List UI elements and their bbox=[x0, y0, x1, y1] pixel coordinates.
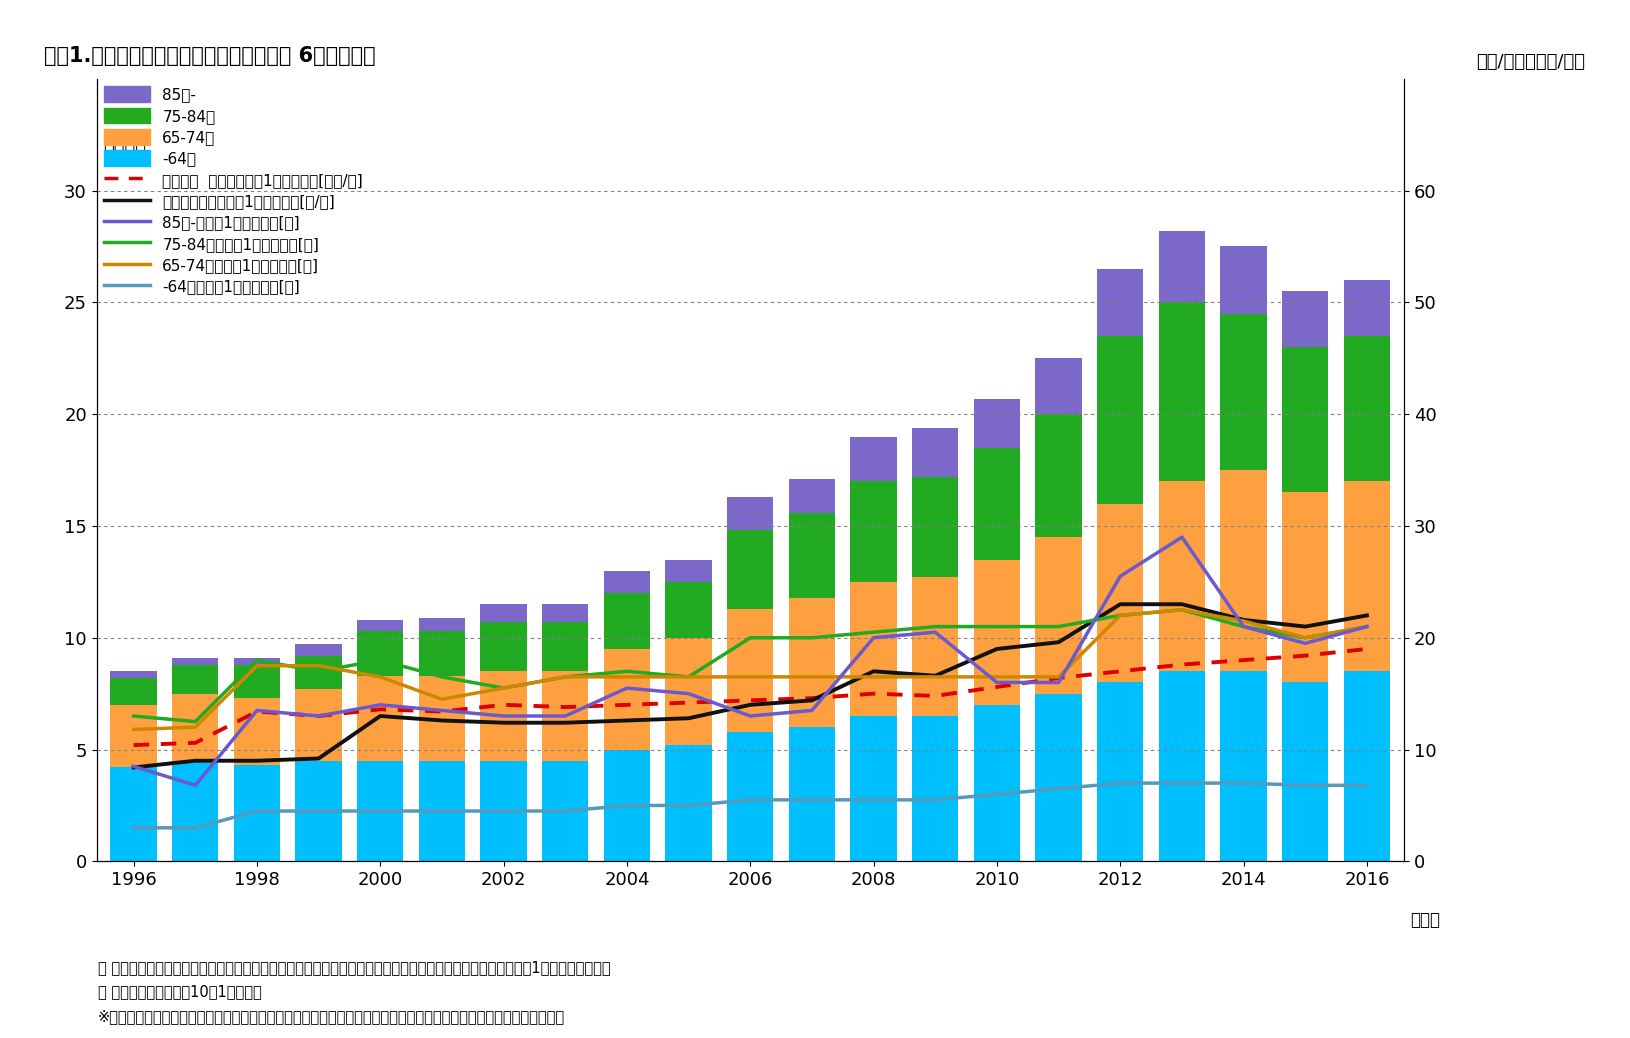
Bar bbox=[111, 767, 156, 862]
Bar bbox=[1221, 246, 1267, 313]
Bar bbox=[173, 761, 218, 862]
Bar bbox=[295, 656, 342, 689]
Bar bbox=[1097, 336, 1143, 503]
Legend: 85歳-, 75-84歳, 65-74歳, -64歳, 医療総計  全年齢（人口1人あたり）[百点/人], 麻酔　全年齢（人口1人あたり）[点/人], 85歳-: 85歳-, 75-84歳, 65-74歳, -64歳, 医療総計 全年齢（人口1… bbox=[104, 86, 363, 295]
Bar bbox=[111, 678, 156, 705]
Bar bbox=[1159, 482, 1205, 672]
Bar bbox=[1097, 682, 1143, 862]
Bar bbox=[913, 476, 958, 577]
Bar bbox=[1343, 336, 1390, 482]
Bar bbox=[481, 761, 526, 862]
Bar bbox=[727, 530, 773, 608]
Bar bbox=[913, 428, 958, 476]
Text: ※「社会医療診療行為別調査」「社会医療診療行為別統計」（厚生労働省）、人口推計（総務省）をもとに、筆者作成: ※「社会医療診療行為別調査」「社会医療診療行為別統計」（厚生労働省）、人口推計（… bbox=[98, 1009, 566, 1023]
Bar bbox=[1343, 672, 1390, 862]
Bar bbox=[543, 604, 588, 622]
Bar bbox=[1159, 230, 1205, 302]
Bar bbox=[419, 631, 465, 676]
Bar bbox=[295, 761, 342, 862]
Bar bbox=[1221, 470, 1267, 672]
Bar bbox=[851, 437, 896, 482]
Bar bbox=[851, 582, 896, 716]
Bar bbox=[1283, 347, 1328, 492]
Bar bbox=[1035, 693, 1082, 862]
Bar bbox=[603, 649, 650, 749]
Bar bbox=[789, 479, 835, 513]
Bar bbox=[789, 598, 835, 728]
Bar bbox=[789, 513, 835, 598]
Bar bbox=[1035, 358, 1082, 414]
Bar bbox=[543, 761, 588, 862]
Bar bbox=[233, 664, 280, 699]
Bar bbox=[173, 693, 218, 761]
Bar bbox=[233, 658, 280, 664]
Bar bbox=[603, 571, 650, 593]
Bar bbox=[789, 728, 835, 862]
Bar bbox=[1035, 537, 1082, 693]
Bar bbox=[1159, 302, 1205, 482]
Bar bbox=[295, 689, 342, 761]
Bar bbox=[973, 705, 1020, 862]
Text: （点/人）（百点/人）: （点/人）（百点/人） bbox=[1475, 53, 1584, 71]
Bar bbox=[727, 497, 773, 530]
Bar bbox=[357, 631, 403, 676]
Bar bbox=[913, 577, 958, 716]
Bar bbox=[1283, 492, 1328, 682]
Bar bbox=[727, 608, 773, 732]
Bar bbox=[1035, 414, 1082, 537]
Bar bbox=[419, 676, 465, 761]
Bar bbox=[111, 705, 156, 767]
Bar bbox=[357, 761, 403, 862]
Text: （億点）: （億点） bbox=[103, 139, 145, 157]
Bar bbox=[727, 732, 773, 862]
Bar bbox=[173, 658, 218, 664]
Bar bbox=[357, 620, 403, 631]
Bar bbox=[1283, 292, 1328, 347]
Bar bbox=[295, 645, 342, 656]
Bar bbox=[1097, 503, 1143, 682]
Bar bbox=[1221, 672, 1267, 862]
Text: 用いた人口は、各年10月1日現在。: 用いた人口は、各年10月1日現在。 bbox=[98, 984, 261, 999]
Text: （年）: （年） bbox=[1410, 910, 1439, 929]
Bar bbox=[233, 765, 280, 862]
Bar bbox=[1097, 269, 1143, 336]
Bar bbox=[973, 399, 1020, 447]
Bar bbox=[913, 716, 958, 862]
Bar bbox=[357, 676, 403, 761]
Bar bbox=[665, 745, 712, 862]
Bar bbox=[111, 672, 156, 678]
Bar bbox=[603, 749, 650, 862]
Bar bbox=[233, 699, 280, 765]
Bar bbox=[665, 582, 712, 637]
Bar bbox=[851, 482, 896, 582]
Bar bbox=[973, 559, 1020, 705]
Bar bbox=[1159, 672, 1205, 862]
Bar bbox=[603, 593, 650, 649]
Bar bbox=[481, 622, 526, 672]
Bar bbox=[1343, 280, 1390, 336]
Bar bbox=[543, 672, 588, 761]
Bar bbox=[419, 618, 465, 631]
Text: ＊ 診療報酬制度は、偶数年度ごとに改定されてきており、その影響が織り込まれている点に注意が必要。人口1人あたりの点数に: ＊ 診療報酬制度は、偶数年度ごとに改定されてきており、その影響が織り込まれている… bbox=[98, 960, 610, 975]
Bar bbox=[543, 622, 588, 672]
Bar bbox=[851, 716, 896, 862]
Bar bbox=[665, 637, 712, 745]
Bar bbox=[481, 604, 526, 622]
Bar bbox=[665, 559, 712, 582]
Text: 図表1.　麻酔の診療報酬点数推移（各年の 6月審査分）: 図表1. 麻酔の診療報酬点数推移（各年の 6月審査分） bbox=[44, 46, 377, 66]
Bar bbox=[1283, 682, 1328, 862]
Bar bbox=[1221, 313, 1267, 470]
Bar bbox=[481, 672, 526, 761]
Bar bbox=[419, 761, 465, 862]
Bar bbox=[1343, 482, 1390, 672]
Bar bbox=[973, 447, 1020, 559]
Bar bbox=[173, 664, 218, 693]
